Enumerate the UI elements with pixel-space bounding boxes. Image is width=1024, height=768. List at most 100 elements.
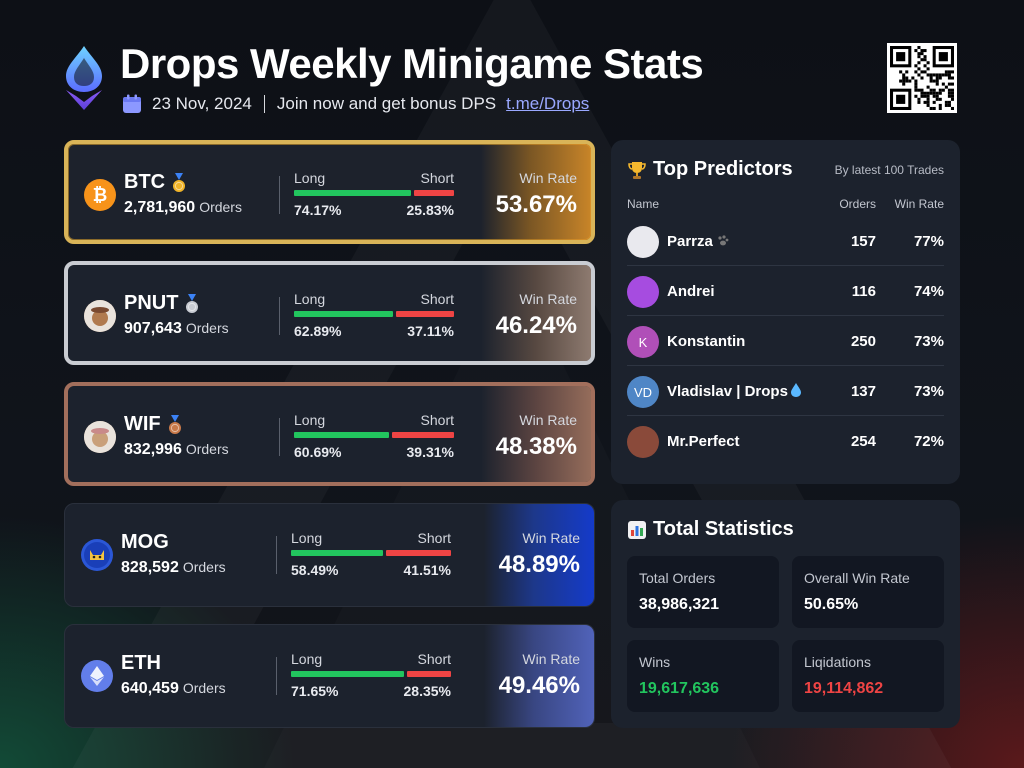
total-orders-value: 38,986,321 (639, 596, 720, 613)
orders-value: 907,643 (124, 320, 182, 337)
short-value: 28.35% (403, 683, 451, 699)
coin-name: ETH (121, 652, 161, 675)
predictor-name-text: Parrza (667, 233, 713, 250)
short-label: Short (417, 530, 451, 546)
coin-name: MOG (121, 531, 169, 554)
avatar-initials: VD (633, 384, 653, 400)
coin-name: PNUT (124, 292, 200, 315)
orders-label: Orders (182, 680, 226, 696)
predictor-name: Vladislav | Drops (667, 383, 801, 400)
long-short-labels: Long Short (294, 170, 454, 186)
divider (279, 297, 280, 335)
liquidations-label: Liqidations (804, 654, 871, 670)
long-label: Long (294, 291, 326, 307)
subtitle-line: 23 Nov, 2024 Join now and get bonus DPS … (122, 94, 589, 114)
coin-orders: 640,459 Orders (121, 680, 226, 698)
orders-label: Orders (182, 559, 226, 575)
predictor-row: K Konstantin 250 73% (627, 316, 944, 366)
short-value: 39.31% (406, 444, 454, 460)
avatar: K (627, 326, 659, 358)
orders-value: 828,592 (121, 559, 179, 576)
card-glow (481, 265, 591, 361)
ethereum-icon (81, 660, 113, 692)
col-orders-header: Orders (839, 197, 876, 211)
liquidations-value: 19,114,862 (804, 680, 884, 697)
win-rate-value: 53.67% (495, 191, 577, 218)
liquidations-box: Liqidations 19,114,862 (792, 640, 944, 712)
coin-card-pnut: PNUT 907,643 Orders Long Short 62.89% 37.… (64, 261, 595, 365)
predictor-win-rate: 77% (913, 233, 944, 250)
long-short-bar (294, 311, 454, 317)
predictor-name-text: Mr.Perfect (667, 433, 740, 450)
predictor-name-text: Konstantin (667, 333, 746, 350)
predictor-orders: 116 (851, 283, 876, 300)
card-glow (481, 144, 591, 240)
top-predictors-title: Top Predictors (627, 158, 793, 181)
divider (276, 657, 277, 695)
droplet-icon (790, 383, 801, 397)
win-rate-value: 48.38% (495, 433, 577, 460)
coin-name-text: BTC (124, 171, 166, 193)
predictor-win-rate: 73% (913, 383, 944, 400)
short-value: 37.11% (407, 323, 454, 339)
long-label: Long (291, 530, 323, 546)
avatar (627, 226, 659, 258)
predictor-win-rate: 72% (913, 433, 944, 450)
long-short-bar (294, 190, 454, 196)
wins-label: Wins (639, 654, 671, 670)
avatar (627, 426, 659, 458)
long-short-bar (291, 671, 451, 677)
win-rate-label: Win Rate (522, 651, 580, 667)
orders-label: Orders (185, 320, 229, 336)
long-short-values: 60.69% 39.31% (294, 444, 454, 460)
predictor-win-rate: 74% (913, 283, 944, 300)
long-short-values: 74.17% 25.83% (294, 202, 454, 218)
coin-name-text: ETH (121, 652, 161, 674)
telegram-link[interactable]: t.me/Drops (506, 94, 590, 113)
long-label: Long (291, 651, 323, 667)
short-bar (392, 432, 454, 438)
long-short-labels: Long Short (294, 291, 454, 307)
date: 23 Nov, 2024 (152, 94, 252, 113)
coin-orders: 2,781,960 Orders (124, 199, 242, 217)
predictor-row: Mr.Perfect 254 72% (627, 416, 944, 466)
overall-win-rate-box: Overall Win Rate 50.65% (792, 556, 944, 628)
long-bar (294, 190, 411, 196)
overall-win-rate-label: Overall Win Rate (804, 570, 910, 586)
overall-win-rate-value: 50.65% (804, 596, 859, 613)
long-bar (294, 432, 389, 438)
long-value: 71.65% (291, 683, 339, 699)
orders-value: 640,459 (121, 680, 179, 697)
avatar: VD (627, 376, 659, 408)
top-predictors-panel: Top Predictors By latest 100 Trades Name… (611, 140, 960, 484)
coin-orders: 828,592 Orders (121, 559, 226, 577)
short-label: Short (417, 651, 451, 667)
long-short-bar (294, 432, 454, 438)
long-label: Long (294, 170, 326, 186)
trophy-icon (628, 161, 646, 179)
long-short-values: 62.89% 37.11% (294, 323, 454, 339)
long-value: 58.49% (291, 562, 339, 578)
win-rate-label: Win Rate (519, 412, 577, 428)
long-bar (291, 671, 404, 677)
short-label: Short (420, 291, 454, 307)
total-statistics-panel: Total Statistics Total Orders 38,986,321… (611, 500, 960, 728)
win-rate-label: Win Rate (522, 530, 580, 546)
predictor-orders: 137 (850, 383, 876, 400)
predictor-orders: 157 (850, 233, 876, 250)
short-label: Short (420, 170, 454, 186)
total-orders-label: Total Orders (639, 570, 716, 586)
wins-value: 19,617,636 (639, 680, 720, 697)
long-value: 60.69% (294, 444, 342, 460)
short-bar (407, 671, 451, 677)
predictor-row: Parrza 157 77% (627, 216, 944, 266)
avatar-initials: K (638, 334, 648, 350)
total-statistics-title-text: Total Statistics (653, 518, 794, 540)
avatar (627, 276, 659, 308)
paw-icon (718, 235, 729, 246)
coin-card-btc: ₿ BTC 2,781,960 Orders Long Short 74.17% … (64, 140, 595, 244)
divider (279, 176, 280, 214)
coin-card-mog: MOG 828,592 Orders Long Short 58.49% 41.5… (64, 503, 595, 607)
long-bar (291, 550, 383, 556)
coin-card-wif: WIF 832,996 Orders Long Short 60.69% 39.3… (64, 382, 595, 486)
